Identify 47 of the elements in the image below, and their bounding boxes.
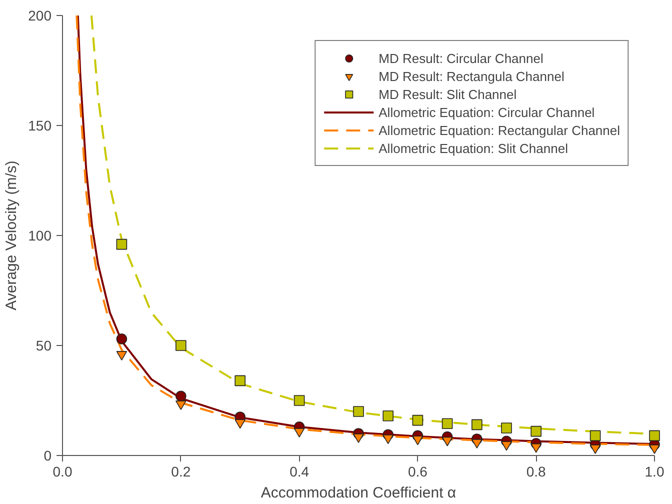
legend-label: MD Result: Rectangula Channel	[378, 68, 564, 85]
point	[472, 439, 482, 448]
x-tick-label: 0.6	[408, 464, 428, 480]
x-tick-label: 1.0	[644, 464, 664, 480]
point	[353, 434, 364, 443]
point	[116, 238, 128, 250]
point	[294, 395, 305, 406]
point	[116, 334, 128, 344]
point	[412, 436, 424, 446]
legend-label: MD Result: Slit Channel	[378, 86, 517, 103]
y-tick-label: 0	[44, 448, 52, 464]
point	[234, 375, 246, 386]
legend-label: Allometric Equation: Circular Channel	[378, 104, 595, 121]
point	[649, 444, 660, 454]
y-tick-label: 200	[28, 8, 52, 24]
point	[176, 390, 186, 402]
x-tick-label: 0.0	[52, 464, 72, 480]
point	[590, 430, 601, 442]
point	[234, 419, 246, 429]
x-tick-label: 0.2	[171, 464, 191, 480]
y-axis-title: Average Velocity (m/s)	[3, 160, 20, 310]
legend-label: Allometric Equation: Slit Channel	[378, 140, 568, 157]
point	[176, 400, 186, 410]
point	[590, 444, 601, 454]
y-tick-label: 100	[28, 228, 52, 244]
point	[382, 410, 394, 422]
point	[442, 418, 453, 429]
y-tick-label: 150	[28, 118, 52, 134]
legend-label: Allometric Equation: Rectangular Channel	[378, 122, 620, 139]
point	[353, 406, 364, 417]
point	[442, 436, 453, 446]
point	[412, 414, 424, 426]
point	[472, 419, 482, 430]
point	[501, 441, 512, 451]
point	[649, 430, 660, 442]
point	[501, 422, 512, 434]
point	[294, 428, 305, 438]
point	[530, 443, 542, 453]
point	[530, 426, 542, 437]
x-tick-label: 0.8	[526, 464, 546, 480]
point	[382, 434, 394, 444]
y-tick-label: 50	[36, 338, 52, 354]
x-axis-title: Accommodation Coefficient α	[260, 484, 456, 502]
x-tick-label: 0.4	[290, 464, 310, 480]
legend-label: MD Result: Circular Channel	[378, 50, 544, 67]
point	[116, 351, 128, 360]
point	[176, 340, 186, 351]
